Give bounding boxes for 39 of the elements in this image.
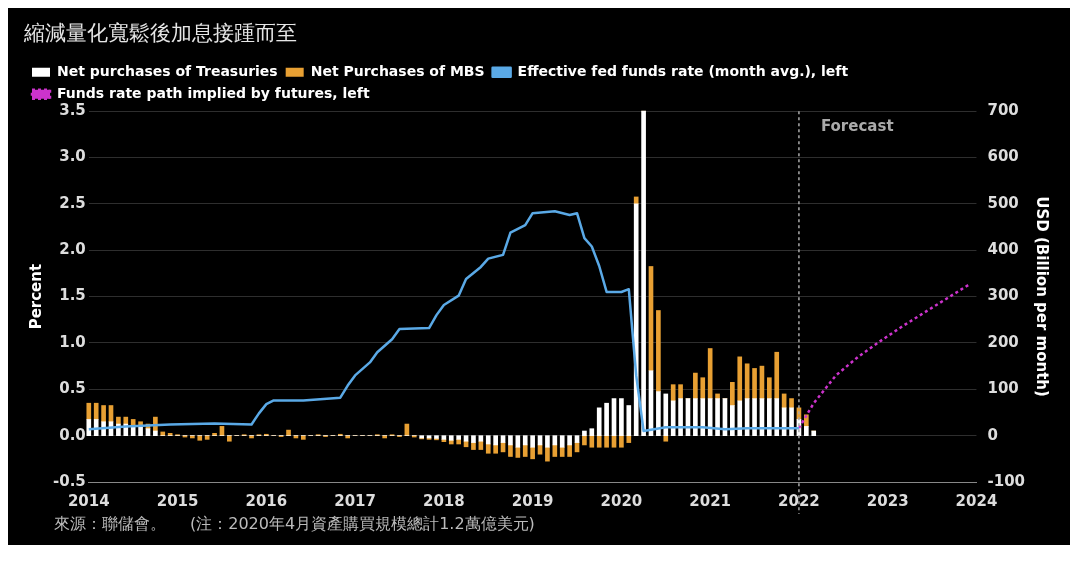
y-tick-label: 3.0 [59,147,86,166]
ref-line-label: Forecast [820,116,894,135]
y2-tick-label: -100 [987,471,1026,490]
y-tick-label: -0.5 [52,471,86,490]
y2-tick-label: 0 [987,425,998,444]
text: 來源：聯儲會。 [54,514,166,535]
x-tick-label: 2021 [689,491,732,510]
x-tick-label: 2023 [866,491,909,510]
text: (注：2020年4月資產購買規模總計1.2萬億美元) [190,514,535,535]
y2-tick-label: 700 [987,101,1019,120]
legend-label: Net Purchases of MBS [310,62,485,79]
y2-tick-label: 100 [987,379,1019,398]
y-tick-label: 3.5 [59,101,86,120]
y-tick-label: 1.0 [59,332,86,351]
y2-tick-label: 500 [987,193,1019,212]
x-tick-label: 2014 [67,491,110,510]
y-tick-label: 1.5 [59,286,86,305]
x-tick-label: 2024 [955,491,998,510]
chart-title: 縮減量化寬鬆後加息接踵而至 [23,21,297,46]
x-tick-label: 2018 [422,491,465,510]
x-tick-label: 2017 [334,491,376,510]
y2-tick-label: 600 [987,147,1019,166]
y-tick-label: 0.0 [59,425,86,444]
legend-label: Effective fed funds rate (month avg.), left [517,62,849,79]
x-tick-label: 2022 [778,491,820,510]
y2-tick-label: 300 [987,286,1019,305]
x-tick-label: 2015 [156,491,199,510]
y-tick-label: 0.5 [59,379,86,398]
y2-axis-title: USD (Billion per month) [1033,196,1052,397]
x-tick-label: 2019 [511,491,554,510]
legend-label: Net purchases of Treasuries [57,62,278,79]
y-axis-title: Percent [26,263,45,330]
legend-label: Funds rate path implied by futures, left [57,84,370,101]
x-tick-label: 2020 [600,491,643,510]
y2-tick-label: 200 [987,332,1019,351]
y-tick-label: 2.0 [59,240,86,259]
x-tick-label: 2016 [245,491,288,510]
y2-tick-label: 400 [987,240,1019,259]
y-tick-label: 2.5 [59,193,86,212]
